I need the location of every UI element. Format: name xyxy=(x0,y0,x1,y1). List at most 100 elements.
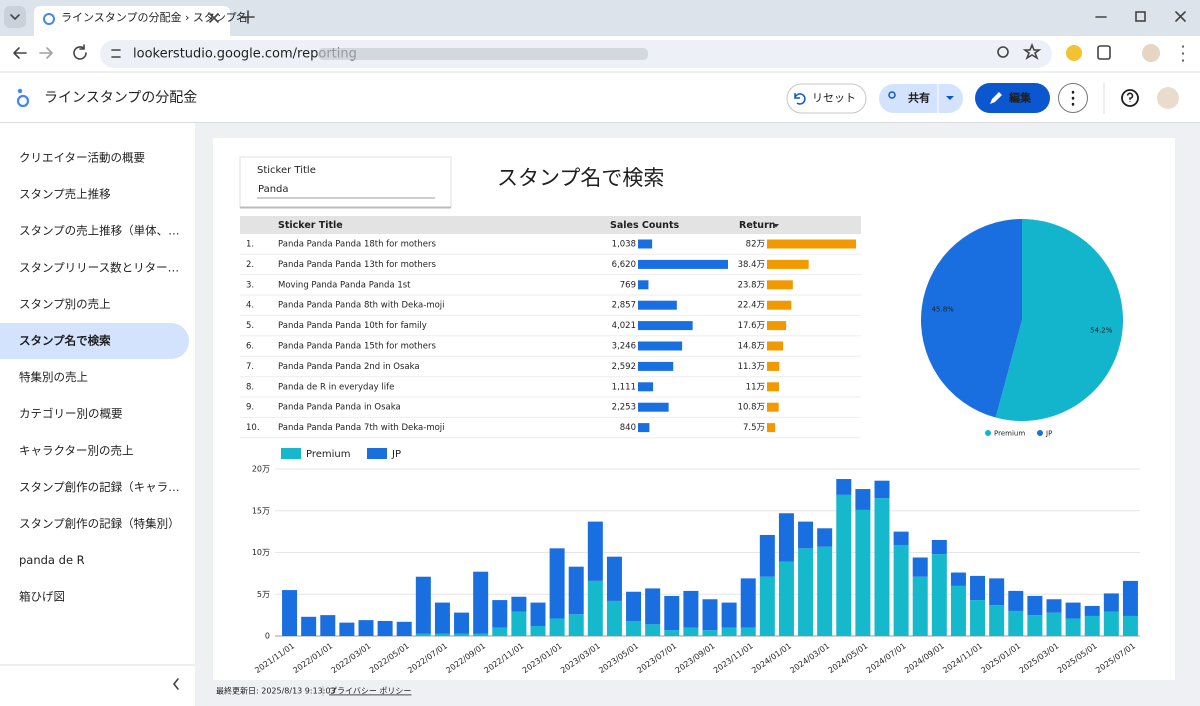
rank: 6. xyxy=(246,342,254,352)
privacy-link[interactable]: プライバシー ポリシー xyxy=(329,687,411,696)
return-value: 38.4万 xyxy=(738,260,765,270)
bar-segment xyxy=(759,576,775,636)
sidebar-item[interactable]: スタンプ別の売上 xyxy=(19,297,111,311)
bookmark-icon[interactable] xyxy=(1022,42,1042,60)
legend-swatch xyxy=(367,448,387,459)
bar-segment xyxy=(855,489,871,510)
sidebar-item[interactable]: panda de R xyxy=(19,553,85,567)
sticker-title: Panda de R in everyday life xyxy=(278,382,394,392)
tab-search-button[interactable] xyxy=(4,6,26,28)
bar-segment xyxy=(721,627,737,636)
sidebar-item[interactable]: 特集別の売上 xyxy=(19,370,88,384)
legend-swatch xyxy=(1037,430,1043,436)
tab-close[interactable] xyxy=(209,13,219,23)
edit-icon xyxy=(990,92,1002,104)
bar-segment xyxy=(587,521,603,581)
reload-button[interactable] xyxy=(73,44,87,60)
share-dropdown[interactable] xyxy=(946,96,954,100)
return-value: 7.5万 xyxy=(743,423,765,433)
sales-bar xyxy=(638,423,650,433)
bar-segment xyxy=(626,591,642,621)
sidebar-item[interactable]: 箱ひげ図 xyxy=(19,590,65,604)
new-tab[interactable] xyxy=(241,10,255,24)
rank: 3. xyxy=(246,280,254,290)
y-tick-label: 15万 xyxy=(252,506,270,515)
bar-segment xyxy=(683,590,699,628)
column-header[interactable]: Return xyxy=(739,220,776,231)
sales-count: 1,038 xyxy=(612,240,636,250)
sidebar-active xyxy=(0,323,189,359)
bar-segment xyxy=(492,600,508,628)
maximize[interactable] xyxy=(1135,11,1146,22)
bar-segment xyxy=(721,602,737,628)
help-button[interactable] xyxy=(1121,89,1139,107)
forward-button[interactable] xyxy=(39,47,53,59)
pie-label: 45.8% xyxy=(932,305,955,313)
bar-segment xyxy=(778,561,794,636)
tab-title: ラインスタンプの分配金 › スタンプ名 xyxy=(61,10,248,24)
sidebar-item[interactable]: カテゴリー別の概要 xyxy=(19,407,123,421)
sales-count: 769 xyxy=(620,280,636,290)
bar-segment xyxy=(989,578,1005,606)
zoom-icon[interactable] xyxy=(997,46,1009,58)
share-icon xyxy=(888,91,896,99)
y-tick-label: 0 xyxy=(265,632,270,641)
profile-avatar[interactable] xyxy=(1142,44,1160,62)
bar-segment xyxy=(568,566,584,615)
app-title: ラインスタンプの分配金 xyxy=(44,90,197,106)
bar-segment xyxy=(683,627,699,636)
sticker-title: Panda Panda Panda 18th for mothers xyxy=(278,240,436,250)
sales-bar xyxy=(638,341,683,351)
sidebar-item[interactable]: スタンプリリース数とリター… xyxy=(19,260,179,274)
bar-segment xyxy=(511,596,527,612)
sort-indicator xyxy=(773,224,779,228)
user-avatar[interactable] xyxy=(1157,87,1179,109)
bar-segment xyxy=(1008,590,1024,611)
collapse-sidebar[interactable] xyxy=(172,678,179,690)
sticker-title: Panda Panda Panda 15th for mothers xyxy=(278,342,436,352)
sidebar-item[interactable]: クリエイター活動の概要 xyxy=(19,151,145,165)
sales-bar xyxy=(638,382,654,392)
sidebar-item[interactable]: スタンプ創作の記録（キャラ… xyxy=(19,480,180,494)
sidebar-item[interactable]: キャラクター別の売上 xyxy=(19,443,134,457)
column-header: Sticker Title xyxy=(278,220,343,231)
sales-count: 840 xyxy=(620,423,636,433)
bar-segment xyxy=(664,630,680,636)
bar-segment xyxy=(549,618,565,636)
edit-button[interactable] xyxy=(975,83,1050,113)
legend-label: Premium xyxy=(994,430,1025,438)
filter-label: Sticker Title xyxy=(257,165,316,176)
bar-segment xyxy=(1084,615,1100,636)
bar-segment xyxy=(415,633,431,636)
legend-swatch xyxy=(281,448,301,459)
active-tab[interactable] xyxy=(34,6,230,36)
blurred-url xyxy=(318,48,648,60)
legend-label: JP xyxy=(1045,430,1052,438)
bar-segment xyxy=(989,605,1005,636)
sidebar-item[interactable]: スタンプの売上推移（単体、… xyxy=(19,224,180,238)
reset-button[interactable] xyxy=(786,83,867,114)
sales-bar xyxy=(638,321,693,331)
bar-segment xyxy=(817,546,833,636)
sidebar-item[interactable]: スタンプ創作の記録（特集別） xyxy=(19,517,180,531)
sidebar-item[interactable]: スタンプ名で検索 xyxy=(19,334,111,348)
bar-segment xyxy=(893,531,909,545)
close-window[interactable] xyxy=(1175,11,1186,22)
sidebar-item[interactable]: スタンプ売上推移 xyxy=(19,187,111,201)
bar-segment xyxy=(606,556,622,601)
return-bar xyxy=(767,341,784,351)
rank: 2. xyxy=(246,260,254,270)
filter-control[interactable] xyxy=(239,156,452,208)
bar-segment xyxy=(702,599,718,631)
pie-label: 54.2% xyxy=(1090,327,1113,335)
sidebar xyxy=(0,123,195,706)
bar-segment xyxy=(358,620,374,636)
share-button[interactable] xyxy=(879,84,963,113)
extension-icon[interactable] xyxy=(1066,45,1082,61)
back-button[interactable] xyxy=(13,47,27,59)
bar-segment xyxy=(396,621,412,636)
extensions-button[interactable] xyxy=(1097,45,1111,60)
return-bar xyxy=(767,300,792,310)
bar-segment xyxy=(931,554,947,636)
bar-segment xyxy=(377,620,393,636)
